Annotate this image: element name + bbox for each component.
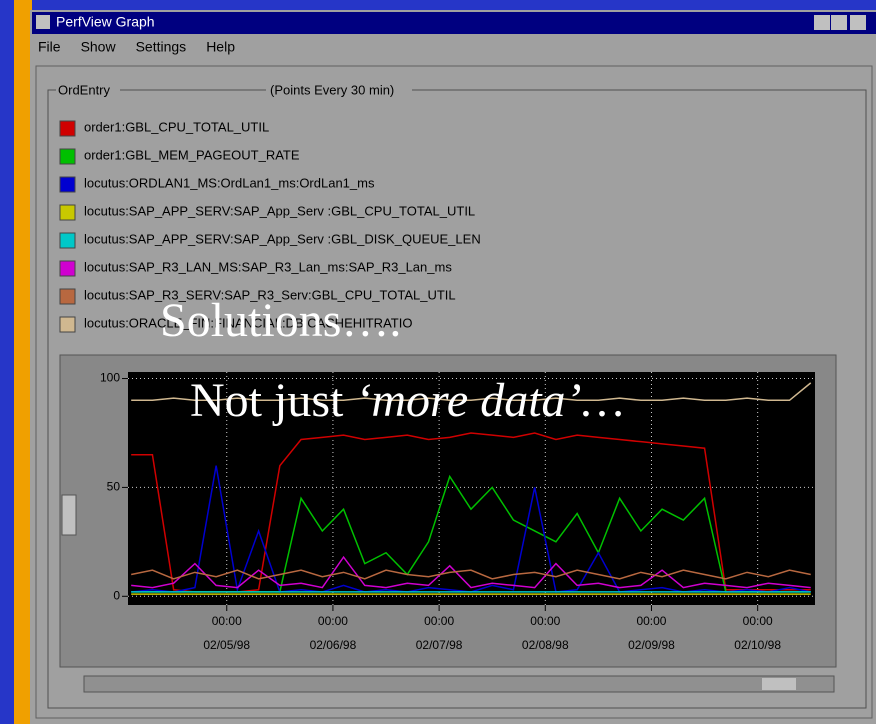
series-line bbox=[131, 569, 811, 580]
menu-item[interactable]: Settings bbox=[136, 39, 187, 55]
group-note: (Points Every 30 min) bbox=[270, 82, 394, 97]
y-tick-label: 0 bbox=[113, 588, 120, 602]
vertical-slider[interactable] bbox=[61, 494, 77, 536]
app-icon bbox=[36, 15, 50, 29]
menu-item[interactable]: Show bbox=[81, 39, 117, 55]
minimize-button[interactable] bbox=[814, 15, 830, 30]
x-tick-label: 00:00 bbox=[212, 614, 242, 628]
x-tick-label: 00:00 bbox=[318, 614, 348, 628]
x-tick-label: 00:00 bbox=[424, 614, 454, 628]
x-tick-date: 02/08/98 bbox=[522, 638, 569, 652]
series-line bbox=[131, 555, 811, 589]
x-tick-label: 00:00 bbox=[530, 614, 560, 628]
legend-label: locutus:SAP_APP_SERV:SAP_App_Serv :GBL_D… bbox=[84, 231, 481, 246]
overlay-line2: Not just ‘more data’… bbox=[190, 374, 624, 427]
x-tick-label: 00:00 bbox=[636, 614, 666, 628]
close-button[interactable] bbox=[850, 15, 866, 30]
menu-item[interactable]: Help bbox=[206, 39, 235, 55]
x-tick-date: 02/09/98 bbox=[628, 638, 675, 652]
series-line bbox=[131, 382, 812, 402]
maximize-button[interactable] bbox=[831, 15, 847, 30]
legend-label: locutus:SAP_APP_SERV:SAP_App_Serv :GBL_C… bbox=[84, 203, 475, 218]
x-tick-date: 02/10/98 bbox=[734, 638, 781, 652]
chart: order1:GBL_CPU_TOTAL_UTIL order1:GBL_MEM_… bbox=[59, 119, 815, 652]
group-label: OrdEntry bbox=[58, 82, 111, 97]
legend-label: locutus:SAP_R3_SERV:SAP_R3_Serv:GBL_CPU_… bbox=[84, 287, 456, 302]
x-tick-date: 02/06/98 bbox=[310, 638, 357, 652]
plot-area bbox=[128, 372, 815, 605]
group-box bbox=[47, 89, 867, 709]
legend-swatch bbox=[59, 176, 76, 193]
window-title: PerfView Graph bbox=[56, 14, 155, 30]
legend-label: locutus:SAP_R3_LAN_MS:SAP_R3_Lan_ms:SAP_… bbox=[84, 259, 452, 274]
legend-swatch bbox=[59, 260, 76, 277]
legend-swatch bbox=[59, 288, 76, 305]
y-tick-label: 50 bbox=[107, 480, 121, 494]
x-tick-date: 02/05/98 bbox=[203, 638, 250, 652]
overlay-line1: Solutions…. bbox=[160, 294, 401, 347]
legend-label: locutus:ORDLAN1_MS:OrdLan1_ms:OrdLan1_ms bbox=[84, 175, 375, 190]
scrollbar[interactable] bbox=[83, 675, 835, 693]
group-label-bg bbox=[56, 84, 120, 98]
legend-swatch bbox=[59, 120, 76, 137]
client-frame bbox=[35, 65, 873, 719]
overlay-plain: Not just bbox=[190, 374, 355, 427]
menu-bar: File Show Settings Help bbox=[38, 39, 235, 55]
overlay-italic: ‘more data’… bbox=[355, 374, 624, 427]
x-tick-label: 00:00 bbox=[743, 614, 773, 628]
slide-stripe bbox=[14, 0, 32, 724]
legend-label: locutus:ORACLE_FIN:FINANCIAL:DB:CACHEHIT… bbox=[84, 315, 412, 330]
note-bg bbox=[266, 84, 412, 98]
legend-label: order1:GBL_MEM_PAGEOUT_RATE bbox=[84, 147, 300, 162]
legend-swatch bbox=[59, 204, 76, 221]
legend-swatch bbox=[59, 148, 76, 165]
legend-swatch bbox=[59, 316, 76, 333]
legend-swatch bbox=[59, 232, 76, 249]
y-tick-label: 100 bbox=[100, 371, 120, 385]
title-bar bbox=[32, 12, 876, 34]
menu-item[interactable]: File bbox=[38, 39, 61, 55]
x-tick-date: 02/07/98 bbox=[416, 638, 463, 652]
legend-label: order1:GBL_CPU_TOTAL_UTIL bbox=[84, 119, 269, 134]
scroll-thumb[interactable] bbox=[762, 678, 796, 690]
